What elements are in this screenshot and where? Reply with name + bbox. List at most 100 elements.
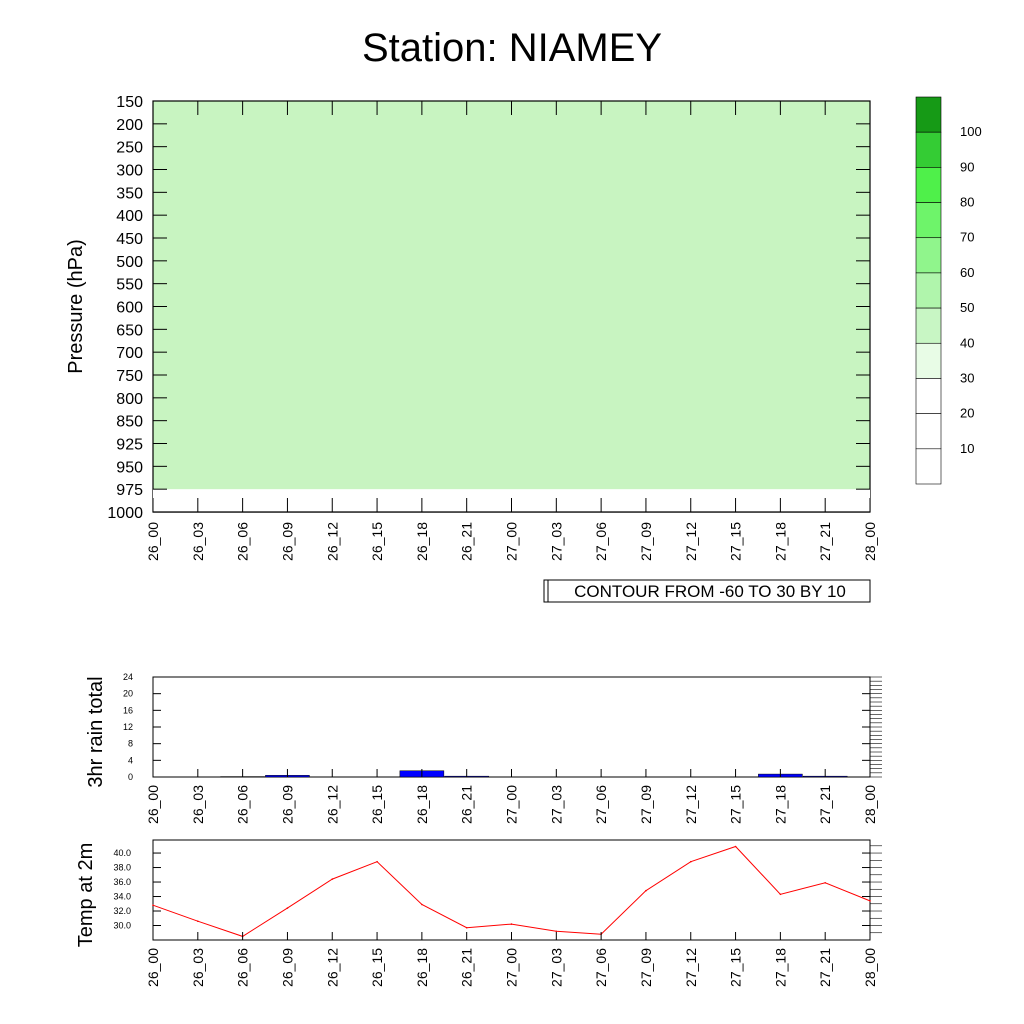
temp-point-8	[510, 923, 513, 925]
wind-barb-283	[869, 362, 870, 364]
x-tick-label-6: 26_18	[414, 522, 430, 561]
y-tick-label-10: 650	[116, 322, 143, 339]
y-tick-label-16: 950	[116, 459, 143, 476]
rain-x-tick-label-2: 26_06	[235, 785, 251, 824]
y-tick-label-3: 300	[116, 163, 143, 180]
colorbar-box-8	[915, 378, 942, 414]
rain-y-tick-label-0: 0	[128, 772, 133, 782]
wind-barb-flag-278	[886, 234, 890, 238]
x-tick-label-2: 26_06	[235, 522, 251, 561]
wind-barb-278	[869, 248, 870, 250]
rain-x-tick-label-12: 27_12	[683, 785, 699, 824]
temp-x-tick-label-13: 27_15	[728, 948, 744, 987]
temp-x-tick-label-5: 26_15	[369, 948, 385, 987]
rain-x-tick-label-11: 27_09	[638, 785, 654, 824]
x-tick-label-10: 27_06	[593, 522, 609, 561]
page-title: Station: NIAMEY	[361, 26, 663, 70]
temp-point-16	[869, 900, 871, 902]
y-tick-label-11: 700	[116, 345, 143, 362]
rain-y-tick-label-2: 8	[128, 739, 133, 749]
temp-point-1	[197, 920, 199, 922]
x-tick-label-4: 26_12	[324, 522, 340, 561]
wind-barb-flag-288	[883, 459, 888, 462]
rain-x-tick-label-0: 26_00	[145, 785, 161, 824]
wind-barb-277	[869, 226, 870, 228]
temp-y-tick-label-5: 40.0	[113, 848, 131, 858]
rain-plot-frame	[152, 676, 871, 778]
wind-barb-286	[869, 427, 870, 429]
temp-x-tick-label-11: 27_09	[638, 948, 654, 987]
temp-x-tick-label-6: 26_18	[414, 948, 430, 987]
y-tick-label-18: 1000	[107, 505, 143, 522]
colorbar-label-7: 30	[960, 370, 974, 385]
x-tick-label-15: 27_21	[817, 522, 833, 561]
colorbar-box-3	[915, 202, 942, 239]
rain-x-tick-label-14: 27_18	[772, 785, 788, 824]
wind-barb-flag-280	[887, 281, 891, 286]
wind-barb-279	[869, 271, 870, 273]
colorbar-box-5	[915, 272, 942, 309]
temp-point-6	[421, 903, 423, 906]
temp-point-4	[331, 878, 334, 880]
y-tick-label-1: 200	[116, 117, 143, 134]
rain-x-tick-label-16: 28_00	[862, 785, 878, 824]
wind-barb-flag-287	[873, 433, 879, 434]
y-tick-label-8: 550	[116, 277, 143, 294]
colorbar-box-4	[915, 237, 942, 274]
temp-point-14	[779, 893, 782, 896]
x-tick-label-3: 26_09	[279, 522, 295, 561]
wind-barb-276	[869, 203, 870, 205]
wind-barb-flag-284	[889, 374, 892, 379]
colorbar-box-9	[915, 413, 942, 450]
y-tick-label-15: 925	[116, 437, 143, 454]
temp-point-13	[734, 845, 737, 848]
temp-x-tick-label-3: 26_09	[279, 948, 295, 987]
temp-point-3	[286, 907, 289, 909]
wind-barb-272	[869, 112, 870, 113]
temp-x-tick-label-8: 27_00	[504, 948, 520, 987]
y-tick-label-2: 250	[116, 140, 143, 157]
temp-point-9	[555, 930, 558, 933]
colorbar-label-2: 80	[960, 195, 974, 210]
rain-x-tick-label-7: 26_21	[459, 785, 475, 824]
temp-point-12	[690, 860, 692, 863]
rain-x-tick-label-5: 26_15	[369, 785, 385, 824]
colorbar-label-1: 90	[960, 159, 974, 174]
rain-y-axis-title: 3hr rain total	[85, 676, 107, 787]
wind-barb-flag-279	[891, 266, 893, 272]
rain-x-tick-label-1: 26_03	[190, 785, 206, 824]
rain-x-tick-label-6: 26_18	[414, 785, 430, 824]
wind-barb-280	[869, 294, 870, 296]
wind-barb-flag-274	[891, 161, 892, 167]
x-tick-label-13: 27_15	[728, 522, 744, 561]
y-axis-title: Pressure (hPa)	[65, 239, 87, 374]
x-tick-label-9: 27_03	[548, 522, 564, 561]
temp-x-tick-label-10: 27_06	[593, 948, 609, 987]
temp-y-tick-label-1: 32.0	[113, 906, 131, 916]
temp-x-tick-label-15: 27_21	[817, 948, 833, 987]
wind-barb-flag-286	[881, 409, 886, 412]
contour-info-box	[543, 579, 871, 603]
temp-y-tick-label-0: 30.0	[113, 921, 131, 931]
colorbar-label-3: 70	[960, 230, 974, 245]
x-tick-label-7: 26_21	[459, 522, 475, 561]
x-tick-label-0: 26_00	[145, 522, 161, 561]
temp-x-tick-label-7: 26_21	[459, 948, 475, 987]
colorbar-box-1	[915, 131, 942, 168]
rain-x-tick-label-10: 27_06	[593, 785, 609, 824]
colorbar-label-9: 10	[960, 441, 974, 456]
wind-barb-flag-281	[880, 298, 885, 301]
y-tick-label-14: 850	[116, 414, 143, 431]
colorbar-label-0: 100	[960, 124, 982, 139]
rain-y-tick-label-6: 24	[123, 672, 133, 682]
x-tick-label-12: 27_12	[683, 522, 699, 561]
rain-x-tick-label-3: 26_09	[279, 785, 295, 824]
x-tick-label-14: 27_18	[772, 522, 788, 561]
wind-barb-flag-273	[886, 146, 889, 151]
x-tick-label-11: 27_09	[638, 522, 654, 561]
y-tick-label-17: 975	[116, 482, 143, 499]
rain-y-tick-label-3: 12	[123, 722, 133, 732]
contour-info-text: CONTOUR FROM -60 TO 30 BY 10	[574, 582, 846, 601]
